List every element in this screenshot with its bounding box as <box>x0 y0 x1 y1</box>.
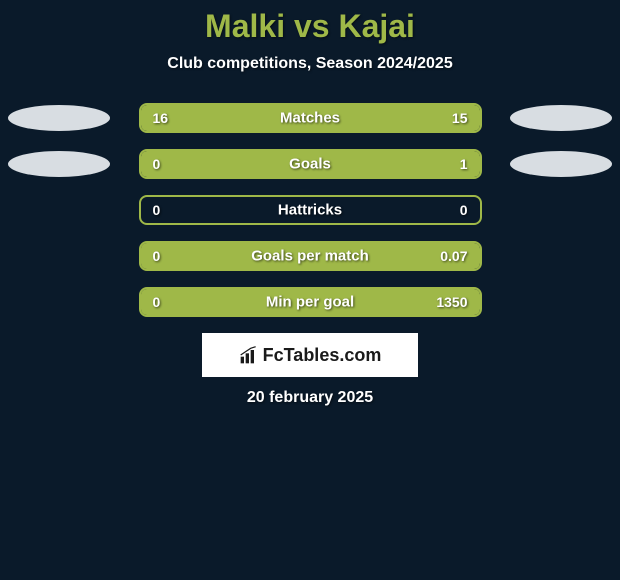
stat-bar: 16 15 Matches <box>139 103 482 133</box>
stat-row: 0 1350 Min per goal <box>0 287 620 317</box>
stat-bar: 0 1350 Min per goal <box>139 287 482 317</box>
player-marker-left <box>8 105 110 131</box>
player-marker-right <box>510 105 612 131</box>
stat-value-right: 0.07 <box>440 248 467 264</box>
stat-value-left: 0 <box>153 294 161 310</box>
bar-fill-left <box>141 151 199 177</box>
logo: FcTables.com <box>239 345 382 366</box>
stats-area: 16 15 Matches 0 1 Goals 0 0 Hattricks 0 0.07 Goals … <box>0 103 620 317</box>
logo-text: FcTables.com <box>263 345 382 366</box>
stat-label: Hattricks <box>278 202 342 219</box>
stat-label: Goals per match <box>251 248 369 265</box>
stat-label: Matches <box>280 110 340 127</box>
stat-row: 0 0 Hattricks <box>0 195 620 225</box>
stat-label: Min per goal <box>266 294 354 311</box>
stat-value-right: 15 <box>452 110 468 126</box>
date: 20 february 2025 <box>0 389 620 407</box>
player-marker-left <box>8 151 110 177</box>
page-subtitle: Club competitions, Season 2024/2025 <box>0 55 620 73</box>
stat-label: Goals <box>289 156 331 173</box>
stat-value-left: 16 <box>153 110 169 126</box>
stat-value-right: 0 <box>460 202 468 218</box>
comparison-infographic: Malki vs Kajai Club competitions, Season… <box>0 0 620 407</box>
stat-row: 0 1 Goals <box>0 149 620 179</box>
bar-fill-right <box>198 151 479 177</box>
stat-value-right: 1 <box>460 156 468 172</box>
page-title: Malki vs Kajai <box>0 8 620 45</box>
stat-bar: 0 1 Goals <box>139 149 482 179</box>
logo-box: FcTables.com <box>202 333 418 377</box>
stat-value-left: 0 <box>153 202 161 218</box>
stat-value-left: 0 <box>153 248 161 264</box>
stat-row: 0 0.07 Goals per match <box>0 241 620 271</box>
bar-chart-icon <box>239 345 259 365</box>
stat-value-left: 0 <box>153 156 161 172</box>
stat-bar: 0 0 Hattricks <box>139 195 482 225</box>
player-marker-right <box>510 151 612 177</box>
stat-row: 16 15 Matches <box>0 103 620 133</box>
stat-bar: 0 0.07 Goals per match <box>139 241 482 271</box>
stat-value-right: 1350 <box>436 294 467 310</box>
